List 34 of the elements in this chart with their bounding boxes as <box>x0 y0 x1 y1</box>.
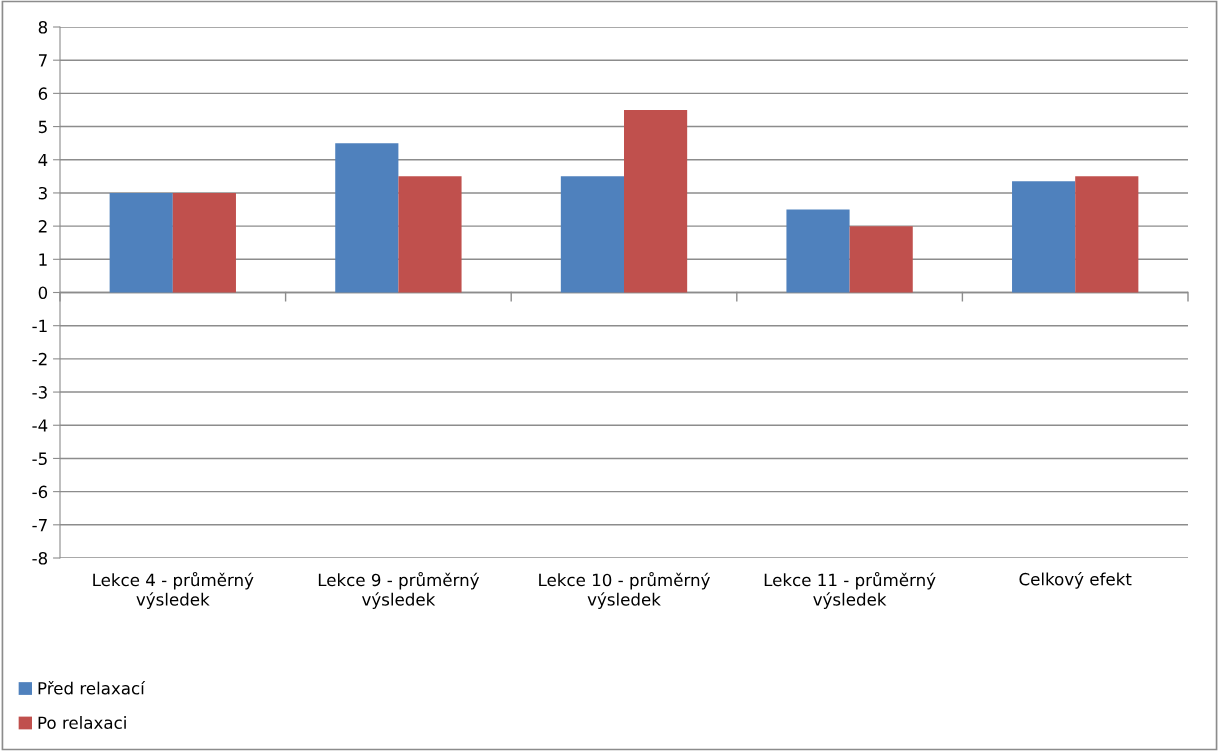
y-tick-label: 2 <box>38 220 47 233</box>
y-tick-label: 4 <box>38 153 48 167</box>
bar <box>786 209 850 293</box>
bar <box>1012 181 1076 293</box>
y-tick-label: -5 <box>32 452 47 466</box>
legend-label: Před relaxací <box>38 680 146 695</box>
y-tick-label: 0 <box>38 286 48 300</box>
x-tick-label: Celkový efekt <box>1019 571 1132 589</box>
y-tick-label: -6 <box>32 485 48 499</box>
x-tick-label: Lekce 10 - průměrný výsledek <box>539 571 710 609</box>
y-tick-label: 5 <box>38 120 47 134</box>
bar <box>172 192 236 293</box>
bar <box>560 176 624 293</box>
y-tick-label: -2 <box>32 352 47 366</box>
bar <box>849 226 913 293</box>
bar <box>109 192 173 293</box>
y-tick-label: 7 <box>38 54 47 67</box>
x-tick-label: Lekce 11 - průměrný výsledek <box>764 571 936 609</box>
legend-label: Po relaxaci <box>38 716 126 730</box>
y-tick-label: -7 <box>32 518 47 532</box>
x-tick-label: Lekce 9 - průměrný výsledek <box>318 571 480 609</box>
y-tick-label: -4 <box>32 419 48 432</box>
y-tick-label: -1 <box>32 319 47 333</box>
y-tick-label: 6 <box>38 87 48 100</box>
y-tick-label: -8 <box>32 551 48 565</box>
y-tick-label: 1 <box>39 253 47 266</box>
bar <box>398 176 462 293</box>
y-tick-label: 3 <box>38 186 47 200</box>
bar <box>1075 176 1139 293</box>
bar <box>335 143 399 293</box>
bar <box>624 109 688 293</box>
y-tick-label: -3 <box>32 386 47 399</box>
y-tick-label: 8 <box>38 20 48 34</box>
x-tick-label: Lekce 4 - průměrný výsledek <box>93 571 254 609</box>
